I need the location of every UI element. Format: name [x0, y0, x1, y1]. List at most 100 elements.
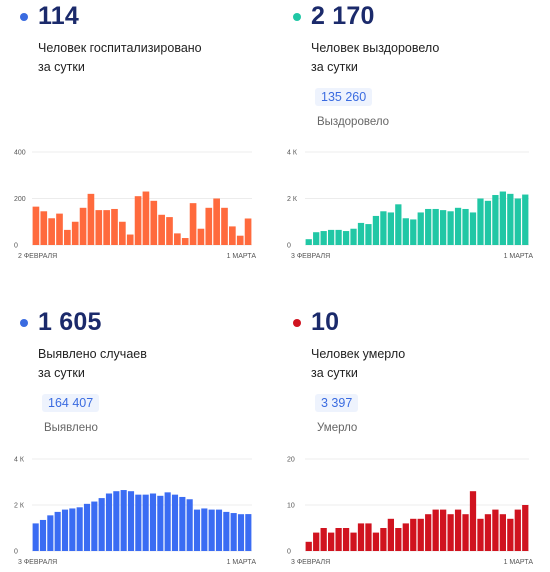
bar	[447, 514, 454, 551]
bar	[64, 229, 71, 245]
bar	[492, 195, 499, 245]
bar	[61, 509, 69, 551]
y-tick-label: 400	[14, 150, 26, 157]
bar	[158, 214, 165, 245]
bar	[56, 213, 63, 245]
total-label: Выявлено	[44, 422, 98, 434]
bar	[305, 541, 312, 551]
chart-hospitalized: 0 200 400 2 ФЕВРАЛЯ 1 МАРТА	[14, 150, 256, 261]
y-tick-label: 10	[287, 503, 295, 510]
y-tick-label: 200	[14, 196, 26, 203]
bar	[179, 496, 186, 551]
daily-value: 10	[311, 308, 340, 336]
bar	[236, 235, 244, 245]
bar	[223, 511, 230, 551]
bar	[313, 232, 320, 245]
bar	[54, 511, 61, 551]
panel-recovered: 2 170 Человек выздоровело за сутки 135 2…	[275, 0, 550, 286]
bar	[380, 528, 387, 551]
total-value: 135 260	[315, 88, 373, 106]
bar	[469, 212, 477, 245]
bar	[142, 494, 149, 551]
bar	[440, 509, 447, 551]
bar	[76, 507, 83, 551]
bar	[432, 509, 439, 551]
bar	[454, 509, 462, 551]
bar	[186, 499, 193, 551]
bar	[484, 200, 492, 245]
label-line2: за сутки	[38, 60, 85, 74]
y-tick-label: 0	[14, 243, 18, 250]
bar	[157, 495, 164, 551]
bullet-dot	[293, 319, 301, 327]
y-tick-label: 4 К	[287, 150, 298, 157]
bar	[477, 518, 484, 551]
bar	[189, 203, 197, 245]
label-line2: за сутки	[311, 366, 358, 380]
bar	[514, 198, 521, 245]
bar	[462, 208, 469, 245]
label-line2: за сутки	[38, 366, 85, 380]
bar	[395, 204, 402, 245]
bar	[447, 211, 454, 245]
total-label: Умерло	[317, 422, 358, 434]
bar	[372, 532, 380, 551]
bar	[126, 234, 134, 245]
bar	[111, 208, 118, 245]
total-label: Выздоровело	[317, 116, 390, 128]
bar	[522, 194, 529, 245]
y-tick-label: 0	[14, 549, 18, 556]
bar	[454, 207, 462, 245]
label-line1: Выявлено случаев	[38, 347, 147, 361]
bar	[79, 207, 87, 245]
bar	[83, 503, 91, 551]
bar	[462, 514, 469, 551]
bar	[342, 528, 350, 551]
bar	[469, 491, 477, 551]
bullet-dot	[20, 13, 28, 21]
panel-deaths: 10 Человек умерло за сутки 3 397 Умерло …	[275, 286, 550, 572]
total-value: 3 397	[315, 394, 359, 412]
bar	[313, 532, 320, 551]
bar	[229, 226, 236, 245]
bar	[425, 514, 432, 551]
bar	[164, 492, 171, 551]
x-end-label: 1 МАРТА	[504, 559, 534, 566]
bar	[166, 217, 173, 245]
bar	[335, 528, 342, 551]
bar	[365, 523, 372, 551]
bar	[350, 228, 357, 245]
y-tick-label: 2 К	[14, 503, 25, 510]
bar	[425, 208, 432, 245]
bar	[245, 514, 252, 551]
bar	[135, 494, 142, 551]
x-start-label: 3 ФЕВРАЛЯ	[18, 559, 57, 566]
bar	[484, 514, 492, 551]
bar	[387, 212, 394, 245]
bar	[305, 239, 312, 245]
x-end-label: 1 МАРТА	[504, 253, 534, 260]
x-start-label: 3 ФЕВРАЛЯ	[291, 559, 330, 566]
bar	[357, 222, 365, 245]
daily-value: 2 170	[311, 2, 375, 30]
bar	[32, 523, 39, 551]
label-line1: Человек умерло	[311, 347, 406, 361]
bar	[320, 231, 327, 245]
bar	[402, 218, 409, 245]
bar	[171, 494, 179, 551]
panel-hospitalized: 114 Человек госпитализировано за сутки 0…	[0, 0, 275, 286]
bar	[134, 196, 142, 245]
label-line1: Человек выздоровело	[311, 41, 440, 55]
bar	[91, 501, 98, 551]
bar	[440, 210, 447, 245]
bar	[380, 211, 387, 245]
x-start-label: 2 ФЕВРАЛЯ	[18, 253, 57, 260]
bar	[335, 229, 342, 245]
bar	[40, 211, 48, 245]
bar	[208, 509, 215, 551]
bar	[365, 224, 372, 245]
bar	[492, 509, 499, 551]
bar	[95, 210, 103, 245]
chart-deaths: 0 10 20 3 ФЕВРАЛЯ 1 МАРТА	[287, 457, 534, 567]
bar	[328, 532, 335, 551]
